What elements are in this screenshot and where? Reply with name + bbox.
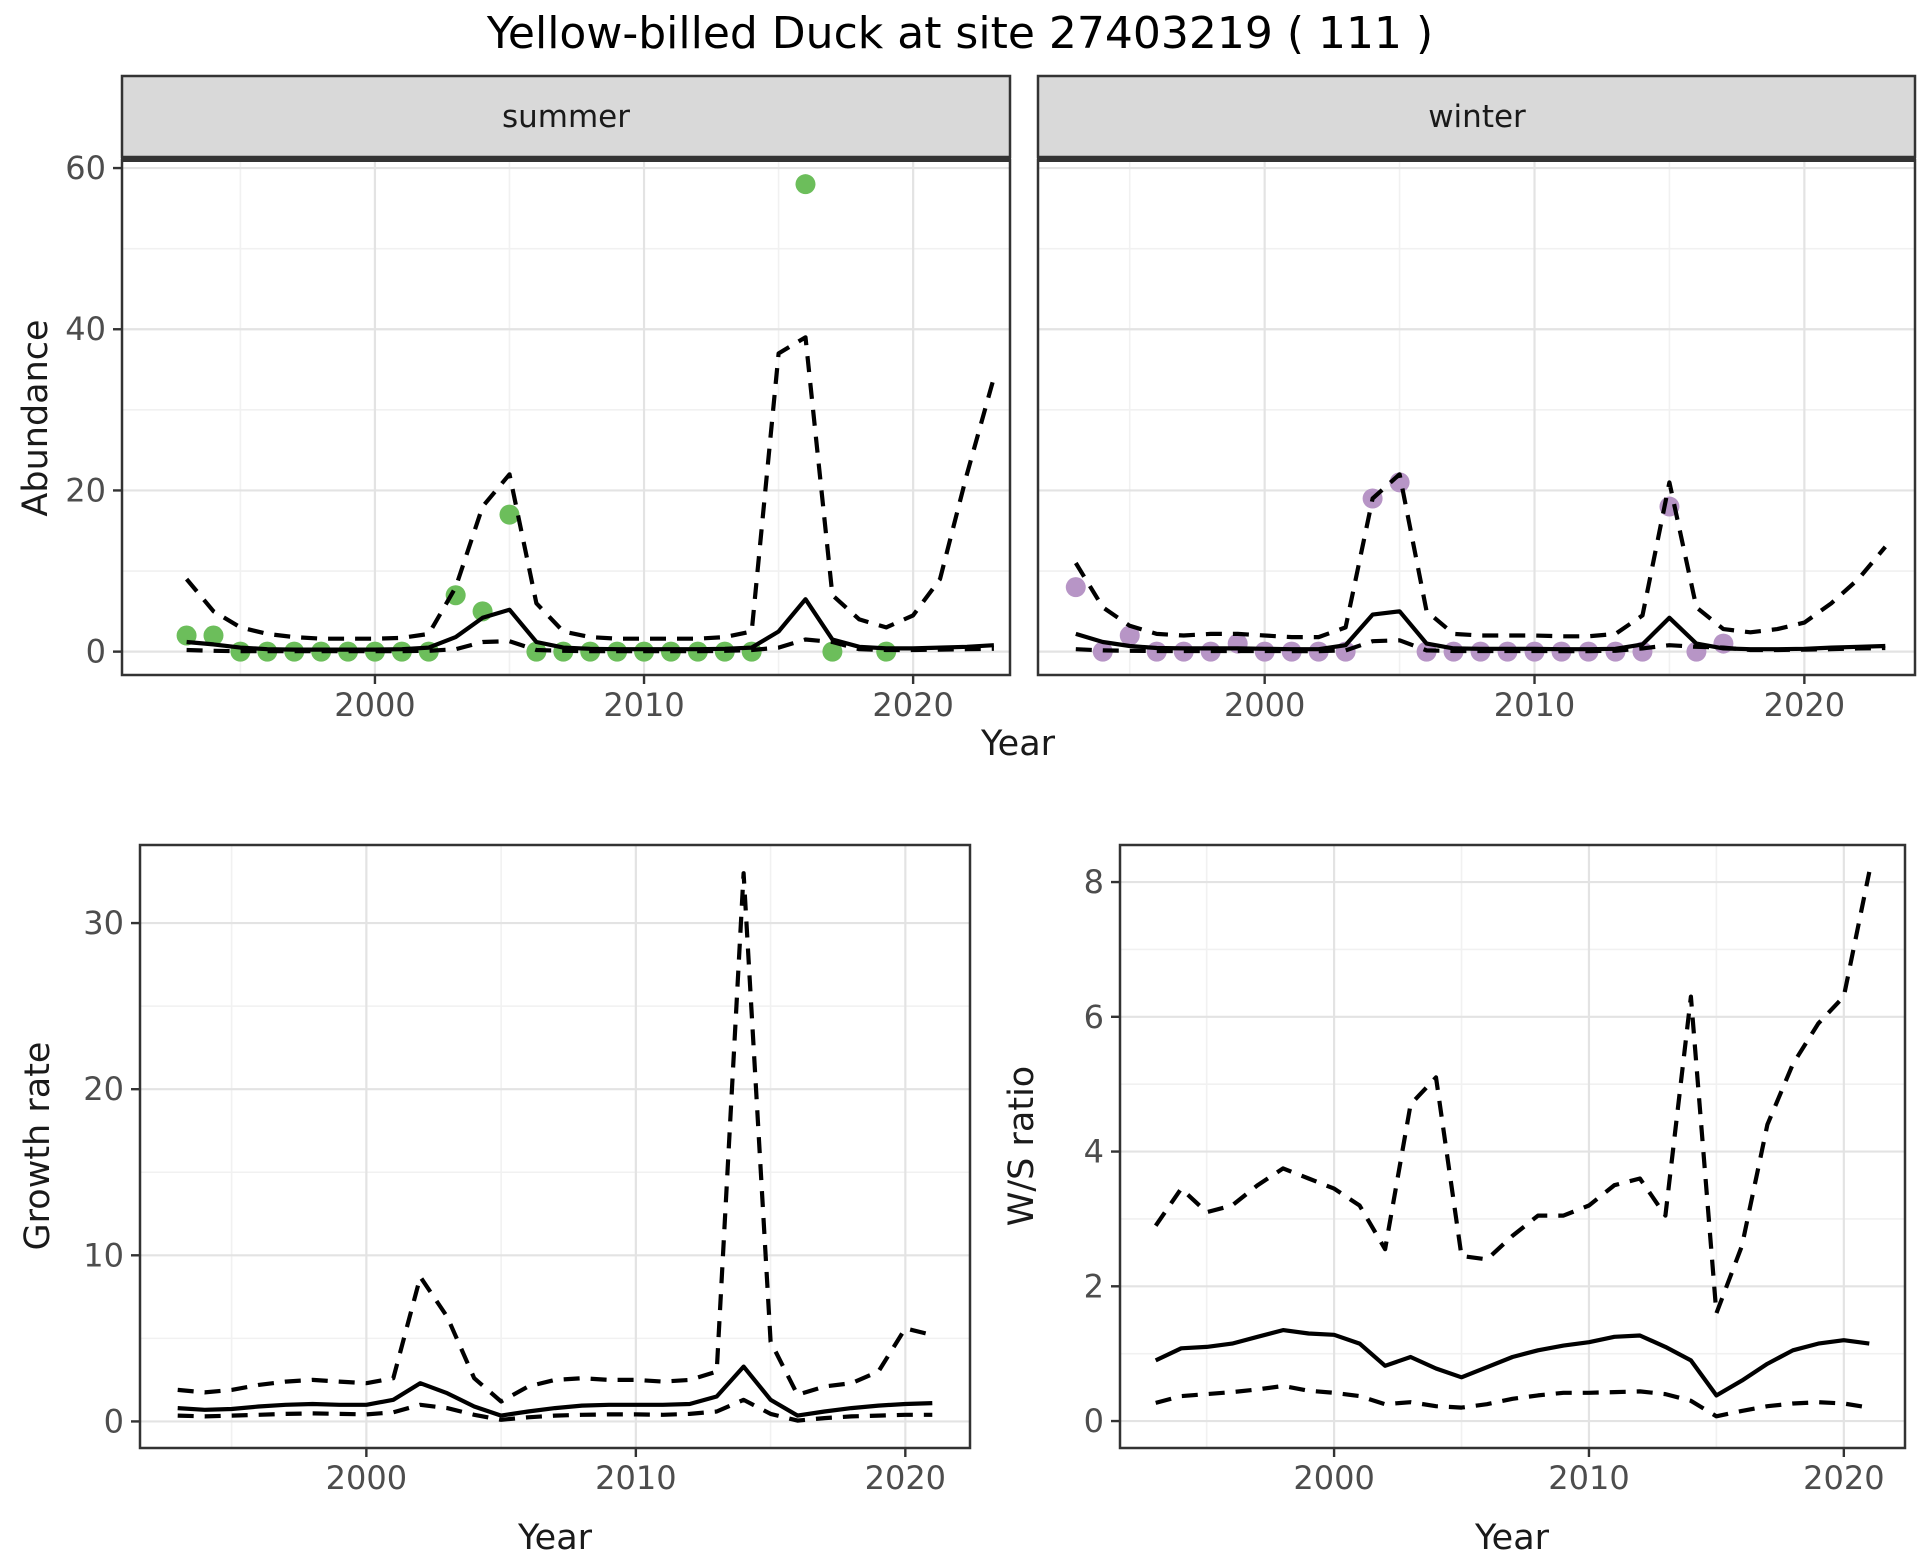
data-layer [176, 174, 996, 662]
panel-abundance_summer: 2000 2010 2020 0 20 40 60 [65, 74, 1012, 724]
x-tick-label: 2010 [603, 686, 684, 724]
data-point [1281, 641, 1302, 662]
x-axis-title-year-top: Year [980, 724, 1056, 764]
figure-title: Yellow-billed Duck at site 27403219 ( 11… [486, 8, 1434, 59]
panel-ws: 2000 2010 2020 0 2 4 6 8 [1084, 843, 1907, 1497]
x-tick-label: 2010 [1548, 1459, 1629, 1497]
x-tick-label: 2000 [1224, 686, 1305, 724]
y-tick-label: 4 [1084, 1133, 1104, 1171]
x-tick-label: 2000 [1293, 1459, 1374, 1497]
data-layer [177, 871, 933, 1423]
facet-strip-label-winter: winter [1428, 99, 1526, 135]
y-axis-title-abundance: Abundance [16, 319, 56, 517]
data-point [1119, 625, 1140, 646]
lower-ci-line [1155, 1383, 1870, 1419]
upper-ci-line [177, 871, 933, 1404]
facet-strip [1036, 74, 1917, 159]
facet-strip [120, 74, 1012, 159]
y-tick-label: 30 [83, 904, 124, 942]
panel-border [138, 843, 972, 1450]
lower-ci-line [177, 1397, 933, 1423]
y-tick-label: 0 [104, 1402, 124, 1440]
y-tick-label: 0 [1084, 1402, 1104, 1440]
y-tick-label: 6 [1084, 998, 1104, 1036]
data-point [257, 641, 278, 662]
data-point [391, 641, 412, 662]
grid-minor [122, 160, 1010, 675]
fit-line [1075, 609, 1886, 652]
x-tick-label: 2000 [334, 686, 415, 724]
x-tick-label: 2010 [595, 1459, 676, 1497]
x-tick-label: 2000 [326, 1459, 407, 1497]
axis-ticks: 2000 2010 2020 [1224, 675, 1845, 724]
facet-strip-label-summer: summer [501, 99, 631, 135]
x-axis-title-year-ws: Year [1474, 1518, 1550, 1558]
x-tick-label: 2020 [1803, 1459, 1884, 1497]
lower-ci-line [186, 637, 994, 654]
data-layer [1065, 472, 1887, 662]
panel-background [140, 845, 970, 1448]
y-tick-label: 40 [65, 310, 106, 348]
panel-growth: 2000 2010 2020 0 10 20 30 [83, 843, 972, 1497]
panel-background [1120, 845, 1905, 1448]
panel-border [1118, 843, 1907, 1450]
data-point [795, 174, 816, 195]
upper-ci-line [184, 335, 996, 641]
y-tick-label: 20 [65, 471, 106, 509]
upper-ci-line [1153, 871, 1872, 1316]
upper-ci-line [1074, 472, 1887, 640]
x-tick-label: 2020 [872, 686, 953, 724]
grid-major [122, 160, 1010, 675]
y-axis-title-growth-rate: Growth rate [18, 1041, 58, 1251]
x-tick-label: 2020 [865, 1459, 946, 1497]
data-layer [1153, 871, 1872, 1419]
y-tick-label: 0 [86, 633, 106, 671]
x-tick-label: 2010 [1494, 686, 1575, 724]
panel-background [1038, 160, 1915, 675]
data-point [499, 504, 520, 525]
axis-ticks: 2000 2010 2020 0 2 4 6 8 [1084, 863, 1885, 1497]
panel-abundance_winter: 2000 2010 2020 [1036, 74, 1917, 724]
y-tick-label: 60 [65, 149, 106, 187]
grid-minor [140, 845, 970, 1448]
panel-background [122, 160, 1010, 675]
axis-ticks: 2000 2010 2020 0 20 40 60 [65, 149, 954, 724]
fit-line [1154, 1328, 1870, 1398]
x-tick-label: 2020 [1764, 686, 1845, 724]
data-point [822, 641, 843, 662]
y-tick-label: 2 [1084, 1267, 1104, 1305]
axis-ticks: 2000 2010 2020 0 10 20 30 [83, 904, 946, 1497]
x-axis-title-year-growth: Year [517, 1518, 593, 1558]
fit-line [177, 1364, 933, 1418]
data-point [1065, 577, 1086, 598]
y-tick-label: 20 [83, 1070, 124, 1108]
data-point [445, 585, 466, 606]
fit-line [186, 597, 995, 652]
y-axis-title-ws-ratio: W/S ratio [1002, 1065, 1042, 1227]
y-tick-label: 8 [1084, 863, 1104, 901]
grid-minor [1038, 160, 1915, 675]
grid-major [1120, 845, 1905, 1448]
grid-major [140, 845, 970, 1448]
y-tick-label: 10 [83, 1236, 124, 1274]
data-point [203, 625, 224, 646]
grid-minor [1120, 845, 1905, 1448]
